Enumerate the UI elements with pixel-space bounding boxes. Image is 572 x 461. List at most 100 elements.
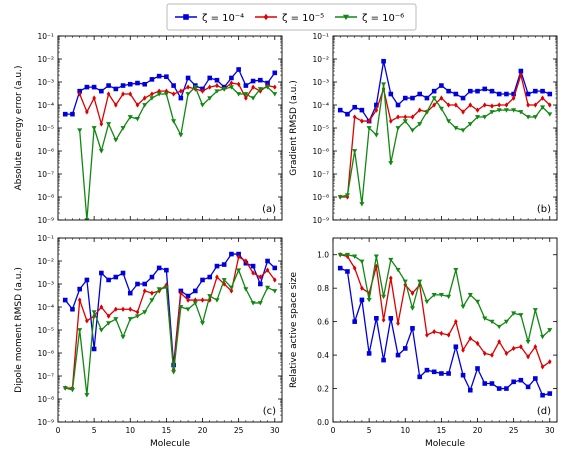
data-point: [431, 369, 437, 375]
y-tick-label: 0.6: [317, 318, 329, 327]
data-point: [388, 161, 394, 166]
data-point: [149, 96, 155, 101]
data-point: [127, 290, 133, 296]
data-point: [142, 288, 147, 294]
data-point: [99, 121, 104, 127]
data-point: [467, 387, 473, 393]
data-point: [438, 293, 444, 298]
data-point: [207, 274, 213, 280]
data-point: [250, 301, 256, 306]
plot-frame: [332, 35, 558, 221]
data-point: [236, 268, 242, 273]
data-point: [186, 84, 190, 90]
data-point: [489, 88, 495, 94]
data-point: [178, 95, 184, 101]
data-point: [547, 112, 553, 117]
data-point: [367, 118, 371, 124]
data-point: [186, 297, 190, 303]
data-point: [214, 263, 220, 269]
data-point: [243, 92, 249, 97]
data-point: [511, 311, 517, 316]
data-point: [489, 381, 495, 386]
data-point: [345, 111, 350, 117]
data-point: [409, 306, 416, 311]
data-point: [98, 328, 104, 333]
data-point: [128, 306, 133, 312]
data-point: [70, 306, 75, 312]
data-point: [214, 89, 220, 94]
data-point: [91, 346, 97, 352]
data-point: [77, 286, 82, 292]
legend-entry: ζ = 10⁻⁶: [335, 13, 404, 24]
y-tick-label: 10⁻⁷: [37, 372, 54, 381]
y-tick-label: 10⁻⁸: [37, 395, 54, 404]
data-point: [388, 315, 394, 321]
data-point: [439, 330, 444, 336]
data-point: [337, 265, 343, 271]
data-point: [460, 372, 466, 378]
data-point: [244, 95, 248, 101]
data-point: [352, 265, 357, 271]
data-point: [396, 320, 400, 326]
data-point: [77, 128, 83, 133]
data-point: [149, 274, 155, 280]
data-point: [518, 68, 524, 74]
data-point: [251, 84, 255, 90]
data-point: [207, 75, 213, 81]
data-point: [439, 83, 444, 88]
x-tick-label: 10: [400, 426, 410, 435]
y-tick-label: 10⁻⁶: [312, 147, 329, 156]
data-point: [352, 104, 357, 110]
data-point: [525, 91, 531, 97]
data-point: [446, 294, 452, 300]
chart-panel: 0.0 0.2 0.4 0.6 0.8 1.0 0 5 10 15 20 25 30 (d) Relativ…: [289, 237, 558, 449]
data-point: [163, 285, 169, 291]
data-point: [460, 95, 466, 101]
series-line: [79, 86, 276, 220]
x-tick-label: 30: [270, 426, 280, 435]
y-tick-label: 10⁻¹: [37, 234, 54, 243]
data-point: [344, 252, 350, 258]
series-group: [62, 67, 278, 220]
data-point: [453, 91, 459, 97]
data-point: [446, 88, 451, 94]
data-point: [120, 270, 126, 276]
y-tick-label: 10⁻⁹: [37, 216, 54, 225]
data-point: [272, 70, 278, 76]
x-tick-label: 20: [198, 426, 208, 435]
data-point: [236, 254, 241, 260]
data-point: [207, 96, 213, 101]
data-point: [453, 267, 459, 273]
data-point: [113, 86, 119, 92]
plot-frame: [57, 35, 283, 221]
data-point: [272, 289, 278, 294]
data-point: [77, 91, 82, 97]
data-point: [381, 294, 387, 300]
data-point: [547, 391, 553, 396]
data-point: [511, 379, 516, 385]
data-point: [352, 114, 357, 120]
data-point: [547, 359, 552, 365]
data-point: [258, 274, 263, 280]
data-point: [439, 371, 444, 376]
y-tick-label: 10⁻¹: [312, 32, 329, 41]
y-tick-label: 10⁻¹: [37, 32, 54, 41]
data-point: [178, 305, 184, 310]
data-point: [265, 267, 270, 273]
data-point: [431, 293, 437, 298]
data-point: [525, 115, 531, 120]
data-point: [489, 110, 495, 115]
data-point: [142, 95, 147, 101]
data-point: [474, 115, 481, 120]
series-group: [62, 251, 278, 398]
legend-marker: [342, 14, 350, 21]
data-point: [482, 102, 487, 108]
data-point: [475, 366, 480, 371]
data-point: [532, 115, 538, 120]
data-point: [475, 340, 480, 347]
series-line: [340, 254, 551, 368]
data-point: [156, 265, 162, 271]
data-point: [84, 218, 90, 220]
data-point: [366, 126, 372, 131]
y-tick-label: 10⁻⁶: [37, 147, 54, 156]
